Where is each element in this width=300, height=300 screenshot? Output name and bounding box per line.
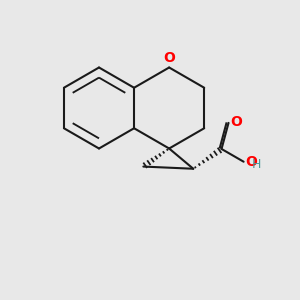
Text: O: O: [163, 50, 175, 64]
Text: H: H: [252, 158, 261, 171]
Text: O: O: [230, 115, 242, 129]
Text: O: O: [245, 155, 257, 169]
